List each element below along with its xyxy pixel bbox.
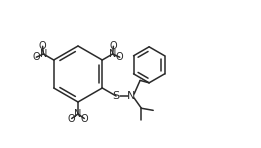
Text: O: O [116,52,123,62]
Text: O: O [39,41,46,51]
Text: O: O [68,114,75,123]
Text: N: N [74,109,82,119]
Text: N: N [127,91,135,101]
Text: O: O [33,52,40,62]
Text: S: S [112,91,120,101]
Text: N: N [40,49,47,59]
Text: O: O [80,114,88,123]
Text: N: N [109,49,116,59]
Text: O: O [110,41,117,51]
